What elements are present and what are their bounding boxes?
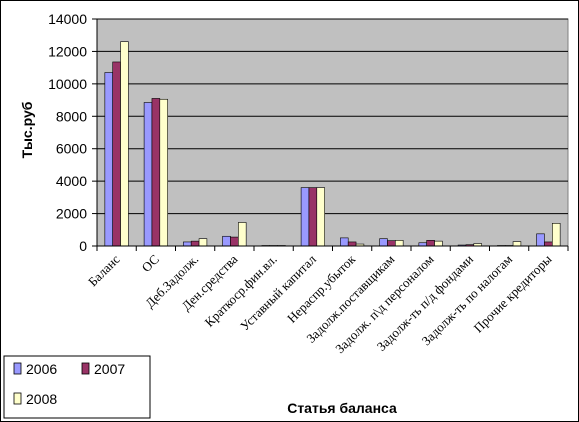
legend-swatch-2007 bbox=[81, 362, 90, 375]
legend-label-2007: 2007 bbox=[94, 361, 125, 377]
bar-2006-6 bbox=[340, 237, 349, 247]
legend-swatch-2008 bbox=[13, 392, 22, 405]
plot-area bbox=[96, 18, 569, 247]
bar-2007-6 bbox=[347, 241, 357, 247]
bar-2007-5 bbox=[308, 187, 318, 247]
y-tick-label: 0 bbox=[79, 238, 87, 254]
x-category-labels: Баланс ОСДеб.Задолж.Ден.средстваКраткоср.… bbox=[85, 251, 555, 356]
bar-2007-1 bbox=[151, 98, 161, 247]
y-tick-label: 10000 bbox=[48, 76, 87, 92]
grid-lines bbox=[97, 18, 568, 215]
bar-2006-2 bbox=[183, 241, 192, 247]
legend-swatch-2006 bbox=[13, 362, 22, 375]
legend-label-2008: 2008 bbox=[26, 391, 57, 407]
y-tick-label: 4000 bbox=[56, 173, 87, 189]
bar-2007-2 bbox=[190, 240, 200, 247]
bar-2008-0 bbox=[120, 41, 129, 247]
y-tick-label: 8000 bbox=[56, 108, 87, 124]
plot-background bbox=[96, 18, 569, 247]
y-axis-title: Тыс.руб bbox=[19, 101, 35, 158]
bar-2007-8 bbox=[426, 240, 435, 247]
bar-2006-3 bbox=[222, 235, 231, 247]
y-tick-label: 2000 bbox=[56, 206, 87, 222]
y-tick-label: 12000 bbox=[48, 43, 87, 59]
y-tick-label: 6000 bbox=[56, 141, 87, 157]
bar-2006-5 bbox=[300, 187, 310, 247]
y-tick-label: 14000 bbox=[48, 11, 87, 27]
bar-2008-10 bbox=[512, 241, 522, 247]
legend: 2006 2007 2008 bbox=[3, 355, 151, 419]
x-axis-title: Статья баланса bbox=[287, 400, 397, 416]
bar-2007-11 bbox=[544, 241, 553, 247]
bar-2006-1 bbox=[143, 102, 153, 247]
bar-2007-3 bbox=[230, 236, 239, 247]
y-tick-labels: 0 2000 4000 6000 8000 10000 12000 14000 bbox=[48, 11, 87, 254]
x-category-label: Нераспр.убыток bbox=[284, 251, 359, 326]
bar-2006-0 bbox=[104, 72, 113, 247]
bar-2006-11 bbox=[536, 233, 545, 247]
legend-label-2006: 2006 bbox=[26, 361, 57, 377]
bar-2006-7 bbox=[379, 238, 388, 247]
bar-2008-1 bbox=[159, 98, 168, 247]
bar-2008-2 bbox=[198, 238, 208, 247]
bar-2008-7 bbox=[394, 240, 404, 247]
x-category-label: Баланс bbox=[85, 251, 123, 289]
bar-2008-11 bbox=[551, 223, 561, 247]
bars bbox=[104, 41, 561, 247]
axes bbox=[92, 18, 569, 251]
bar-2007-7 bbox=[387, 240, 396, 247]
bar-2008-5 bbox=[316, 187, 325, 247]
legend-box bbox=[3, 355, 151, 419]
bar-2008-8 bbox=[434, 240, 443, 247]
x-category-label: ОС bbox=[139, 252, 162, 275]
bar-2007-0 bbox=[112, 61, 121, 247]
bar-2008-3 bbox=[238, 222, 247, 247]
